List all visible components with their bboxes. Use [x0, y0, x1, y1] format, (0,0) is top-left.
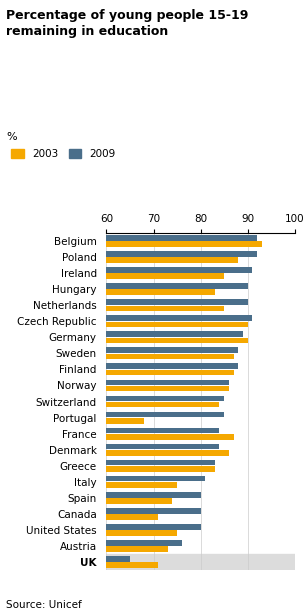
Bar [106, 386, 229, 392]
Bar [106, 257, 238, 263]
Text: %: % [6, 132, 17, 142]
Bar [106, 283, 248, 289]
Bar [106, 530, 177, 536]
Text: Source: Unicef: Source: Unicef [6, 600, 82, 610]
Bar [106, 412, 224, 417]
Bar [106, 242, 262, 247]
Bar [106, 498, 172, 504]
Bar [106, 235, 257, 241]
Bar [106, 466, 215, 471]
Bar [106, 444, 219, 449]
Bar [106, 379, 229, 385]
Bar [106, 460, 215, 465]
Bar [106, 395, 224, 401]
Bar [106, 540, 182, 546]
Bar [106, 322, 248, 327]
Bar [106, 354, 233, 359]
Bar [106, 418, 144, 424]
Text: Percentage of young people 15-19
remaining in education: Percentage of young people 15-19 remaini… [6, 9, 248, 38]
Bar [106, 370, 233, 375]
Bar [106, 482, 177, 488]
Bar [106, 556, 130, 562]
Bar [106, 364, 238, 369]
Bar [106, 305, 224, 311]
Bar [106, 273, 224, 279]
Bar [106, 476, 205, 481]
Bar [106, 450, 229, 455]
Bar [106, 402, 219, 408]
Bar [106, 434, 233, 440]
Bar [106, 492, 201, 498]
Bar [106, 546, 168, 552]
Bar [106, 251, 257, 257]
Bar [106, 289, 215, 295]
Bar [106, 332, 243, 337]
Bar [106, 562, 158, 568]
Bar [106, 348, 238, 353]
Bar [106, 524, 201, 530]
Bar [106, 554, 295, 570]
Legend: 2003, 2009: 2003, 2009 [11, 149, 116, 159]
Bar [106, 508, 201, 514]
Bar [106, 514, 158, 520]
Bar [106, 428, 219, 433]
Bar [106, 299, 248, 305]
Bar [106, 267, 252, 273]
Bar [106, 338, 248, 343]
Bar [106, 315, 252, 321]
